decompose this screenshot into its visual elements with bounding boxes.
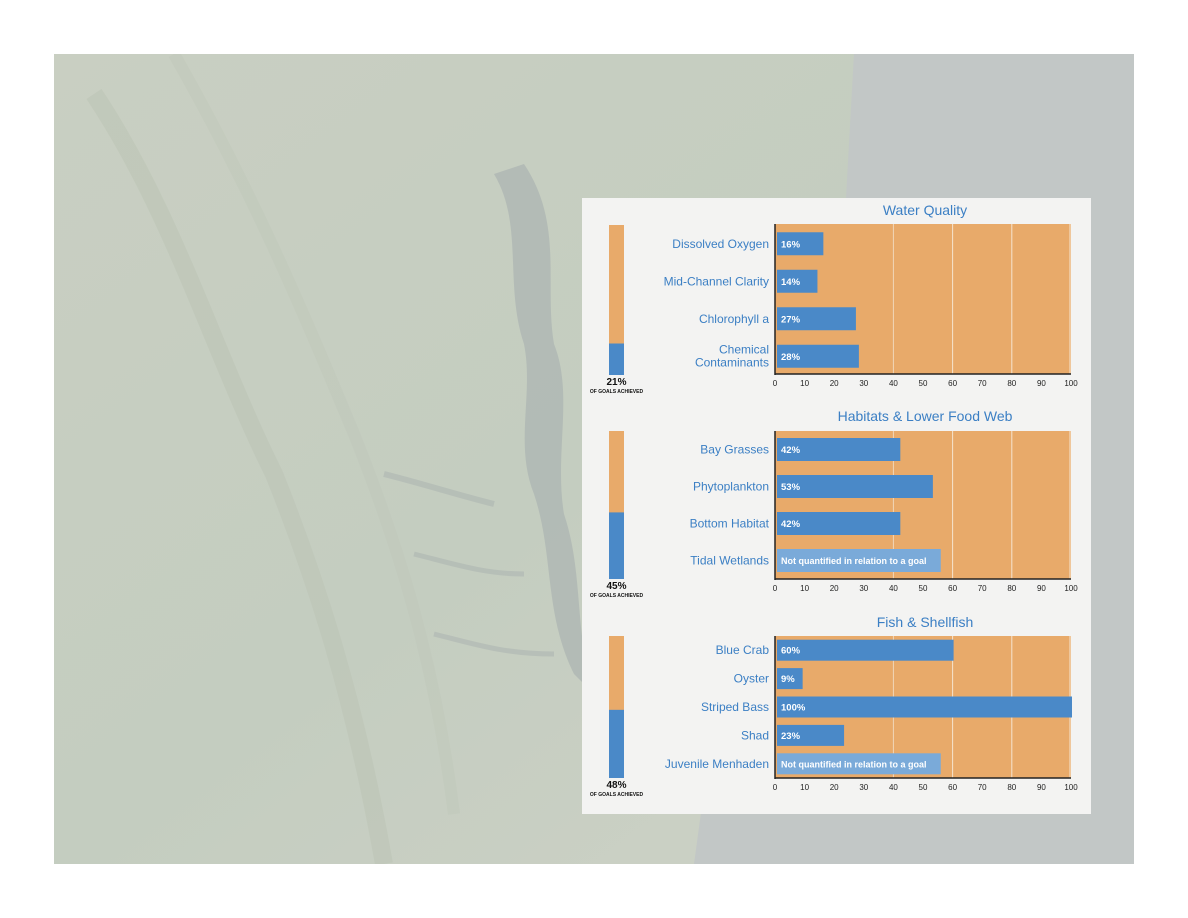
- chart1-category-label-3: Chlorophyll a: [699, 312, 769, 326]
- chart1-tick-label-100: 100: [1064, 379, 1078, 388]
- chart1-tick-label-30: 30: [859, 379, 868, 388]
- chart2-summary-achieved-bar: [609, 512, 624, 579]
- chart3-tick-label-20: 20: [830, 783, 839, 792]
- chart2-tick-label-100: 100: [1064, 584, 1078, 593]
- chart3-bar-5: [777, 753, 941, 775]
- chart1-summary-caption: OF GOALS ACHIEVED: [590, 389, 644, 395]
- chart1-title: Water Quality: [883, 202, 967, 218]
- chart1-bar-2: [777, 269, 818, 293]
- chart2-bar-3: [777, 512, 901, 535]
- chart3-tick-label-90: 90: [1037, 783, 1046, 792]
- chart1-bar-value-label-4: 28%: [781, 352, 801, 363]
- chart3-tick-label-50: 50: [919, 783, 928, 792]
- chart1-tick-label-20: 20: [830, 379, 839, 388]
- chart1-bar-value-label-2: 14%: [781, 277, 801, 288]
- chart2-bar-1: [777, 438, 901, 461]
- chart3-bar-3: [777, 696, 1072, 718]
- chart3-tick-label-80: 80: [1007, 783, 1016, 792]
- chart3-summary-percent: 48%: [606, 780, 626, 791]
- chart2-bar-value-label-3: 42%: [781, 519, 801, 530]
- chart2-tick-label-20: 20: [830, 584, 839, 593]
- chart1-bar-4: [777, 344, 859, 368]
- chart3-tick-label-70: 70: [978, 783, 987, 792]
- chart-panel: Water Quality 21% OF GOALS ACHIEVED 0 10 20 30…: [582, 198, 1091, 814]
- chart1-tick-label-60: 60: [948, 379, 957, 388]
- chart1-tick-label-10: 10: [800, 379, 809, 388]
- chart2-bar-value-label-2: 53%: [781, 482, 801, 493]
- chart2-category-label-4: Tidal Wetlands: [690, 554, 769, 568]
- chart3-bar-value-label-3: 100%: [781, 703, 806, 714]
- chart3-tick-label-0: 0: [773, 783, 778, 792]
- chart1-category-label-2: Mid-Channel Clarity: [664, 274, 769, 288]
- chart2-bar-value-label-1: 42%: [781, 445, 801, 456]
- chart3-tick-label-30: 30: [859, 783, 868, 792]
- chart2-tick-label-80: 80: [1007, 584, 1016, 593]
- chart2-tick-label-70: 70: [978, 584, 987, 593]
- chart3-bar-value-label-5: Not quantified in relation to a goal: [781, 759, 927, 769]
- chart2-tick-label-60: 60: [948, 584, 957, 593]
- chart3-bar-value-label-1: 60%: [781, 646, 801, 657]
- chart3-tick-label-40: 40: [889, 783, 898, 792]
- chart2-tick-label-90: 90: [1037, 584, 1046, 593]
- chart2-tick-label-40: 40: [889, 584, 898, 593]
- chart3-summary-achieved-bar: [609, 709, 624, 778]
- chart2-bar-4: [777, 549, 941, 572]
- chart2-bar-2: [777, 475, 933, 498]
- chart1-bar-1: [777, 232, 824, 256]
- chart3-summary-caption: OF GOALS ACHIEVED: [590, 792, 644, 798]
- chart1-tick-label-0: 0: [773, 379, 778, 388]
- chart3-bar-2: [777, 668, 803, 690]
- chart1-bar-3: [777, 307, 856, 331]
- chart3-category-label-5: Juvenile Menhaden: [665, 757, 769, 771]
- chart3-title: Fish & Shellfish: [877, 614, 973, 630]
- chart3-category-label-3: Striped Bass: [701, 700, 769, 714]
- chart2-tick-label-30: 30: [859, 584, 868, 593]
- chart1-category-label-4-line1: Chemical: [719, 342, 769, 356]
- chart3-category-label-2: Oyster: [734, 672, 769, 686]
- chart2-tick-label-50: 50: [919, 584, 928, 593]
- chart3-tick-label-100: 100: [1064, 783, 1078, 792]
- chart1-category-label-4-line2: Contaminants: [695, 355, 769, 369]
- chart1-tick-label-70: 70: [978, 379, 987, 388]
- chart1-category-label-1: Dissolved Oxygen: [672, 237, 769, 251]
- chart2-category-label-1: Bay Grasses: [700, 443, 769, 457]
- chart3-tick-label-10: 10: [800, 783, 809, 792]
- chart2-category-label-3: Bottom Habitat: [690, 517, 770, 531]
- chart1-bar-value-label-3: 27%: [781, 314, 801, 325]
- chart1-tick-label-90: 90: [1037, 379, 1046, 388]
- chart2-tick-label-10: 10: [800, 584, 809, 593]
- chart2-bar-value-label-4: Not quantified in relation to a goal: [781, 556, 927, 566]
- chart3-bar-value-label-4: 23%: [781, 731, 801, 742]
- chart2-title: Habitats & Lower Food Web: [838, 408, 1013, 424]
- chart3-tick-label-60: 60: [948, 783, 957, 792]
- chart1-summary-achieved-bar: [609, 343, 624, 375]
- chart3-category-label-4: Shad: [741, 728, 769, 742]
- chart2-tick-label-0: 0: [773, 584, 778, 593]
- chart1-tick-label-80: 80: [1007, 379, 1016, 388]
- chart2-summary-caption: OF GOALS ACHIEVED: [590, 593, 644, 599]
- chart3-bar-1: [777, 639, 954, 661]
- chart2-summary-percent: 45%: [606, 581, 626, 592]
- chart3-category-label-1: Blue Crab: [716, 643, 770, 657]
- chart2-category-label-2: Phytoplankton: [693, 480, 769, 494]
- chart1-summary-goal-bar: [609, 225, 624, 375]
- chart1-tick-label-40: 40: [889, 379, 898, 388]
- chart1-bar-value-label-1: 16%: [781, 239, 801, 250]
- chart3-bar-4: [777, 724, 845, 746]
- chart1-tick-label-50: 50: [919, 379, 928, 388]
- chart3-bar-value-label-2: 9%: [781, 674, 795, 685]
- chart1-summary-percent: 21%: [606, 377, 626, 388]
